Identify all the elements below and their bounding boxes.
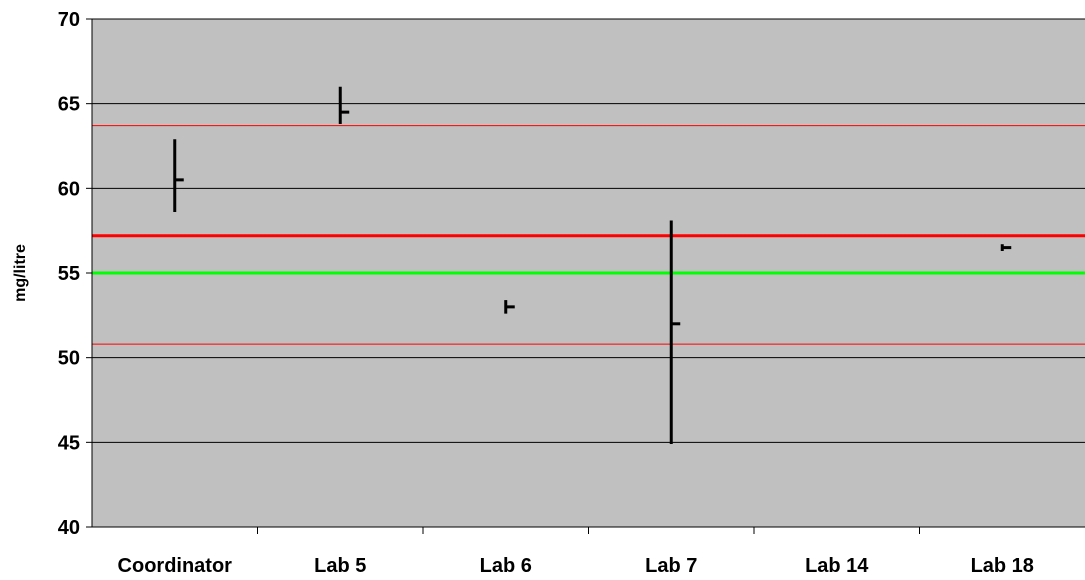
y-tick-label: 55 <box>58 263 80 285</box>
x-category-labels: Coordinator Lab 5 Lab 6 Lab 7 Lab 14 Lab 18 <box>118 555 1034 577</box>
data-marks <box>173 86 1012 445</box>
y-tick-label: 45 <box>58 432 80 454</box>
data-point <box>504 300 515 314</box>
data-point <box>1000 244 1012 251</box>
data-point <box>173 139 184 213</box>
data-point <box>338 86 350 124</box>
data-point <box>669 220 681 445</box>
x-category-label: Lab 7 <box>645 555 697 577</box>
y-tick-label: 40 <box>58 517 80 539</box>
x-category-label: Lab 18 <box>971 555 1034 577</box>
axes <box>86 18 1085 534</box>
y-axis-title: mg/litre <box>12 244 29 302</box>
y-tick-label: 65 <box>58 94 80 116</box>
y-tick-label: 60 <box>58 178 80 200</box>
x-category-label: Lab 14 <box>805 555 869 577</box>
reference-lines <box>92 125 1085 345</box>
x-category-label: Lab 6 <box>480 555 532 577</box>
x-category-label: Lab 5 <box>314 555 366 577</box>
y-tick-label: 70 <box>58 9 80 31</box>
x-category-label: Coordinator <box>118 555 233 577</box>
y-tick-label: 50 <box>58 348 80 370</box>
y-tick-labels: 40 45 50 55 60 65 70 <box>58 9 80 539</box>
